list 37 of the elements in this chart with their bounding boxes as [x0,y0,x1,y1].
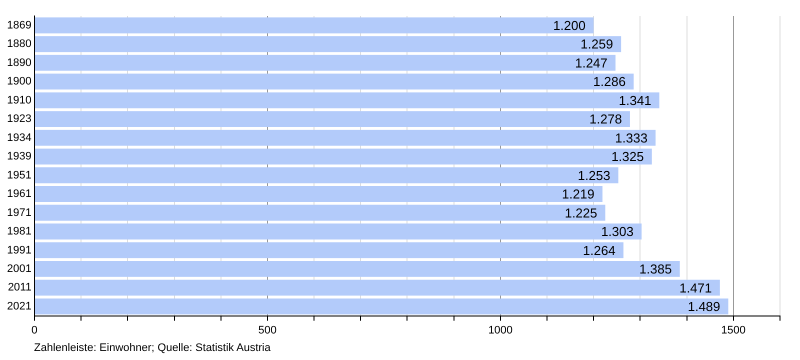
y-tick-label: 1880 [6,38,32,50]
y-tick-label: 1981 [6,226,32,238]
data-label: 1.303 [601,224,634,240]
y-tick-label: 1910 [6,94,32,106]
data-label: 1.471 [679,280,712,296]
data-label: 1.253 [578,168,610,183]
data-label: 1.259 [580,36,614,52]
data-label: 1.219 [562,186,594,202]
y-tick-label: 1951 [6,169,32,182]
y-tick-label: 2001 [6,262,32,275]
x-tick-label: 500 [258,324,277,336]
data-label: 1.325 [611,149,644,164]
data-label: 1.286 [593,74,626,90]
y-tick-label: 1900 [6,76,32,88]
data-label: 1.489 [688,299,720,314]
y-tick-label: 1934 [6,132,32,144]
y-tick-label: 2011 [8,282,32,294]
y-tick-label: 1923 [6,113,32,126]
data-label: 1.225 [564,205,598,220]
x-tick-label: 0 [31,324,38,336]
x-tick-label: 1500 [721,324,746,336]
data-label: 1.200 [553,18,586,33]
y-tick-label: 1939 [6,150,32,163]
data-label: 1.333 [615,130,648,146]
data-label: 1.247 [574,55,608,70]
data-label: 1.341 [618,92,652,108]
data-label: 1.385 [639,262,672,277]
data-label: 1.278 [589,112,622,127]
x-tick-label: 1000 [488,324,513,336]
y-tick-label: 1890 [6,56,32,69]
y-tick-label: 1869 [6,19,32,32]
y-tick-label: 1971 [6,206,32,219]
y-tick-label: 1991 [6,244,32,256]
y-tick-label: 2021 [6,300,32,312]
y-tick-label: 1961 [6,188,32,200]
text: Zahlenleiste: Einwohner; Quelle: Statistik Austria [34,342,271,354]
data-label: 1.264 [582,242,616,258]
